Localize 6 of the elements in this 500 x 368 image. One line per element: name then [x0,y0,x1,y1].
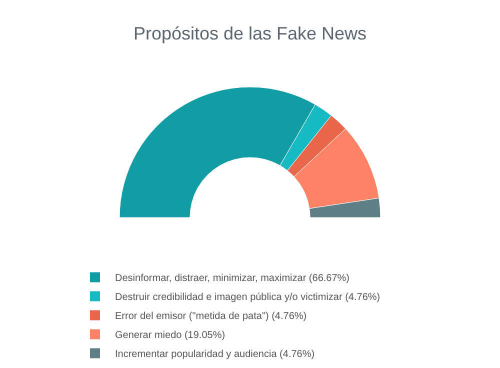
legend-label: Destruir credibilidad e imagen pública y/o victimizar (4.76%) [115,292,380,304]
legend-label: Error del emisor ("metida de pata") (4.76%) [115,311,307,322]
chart-title: Propósitos de las Fake News [133,23,367,44]
legend-label: Incrementar popularidad y audiencia (4.76%) [115,349,315,360]
legend-label: Generar miedo (19.05%) [115,330,226,342]
legend-label: Desinformar, distraer, minimizar, maximizar (66.67%) [115,273,350,284]
